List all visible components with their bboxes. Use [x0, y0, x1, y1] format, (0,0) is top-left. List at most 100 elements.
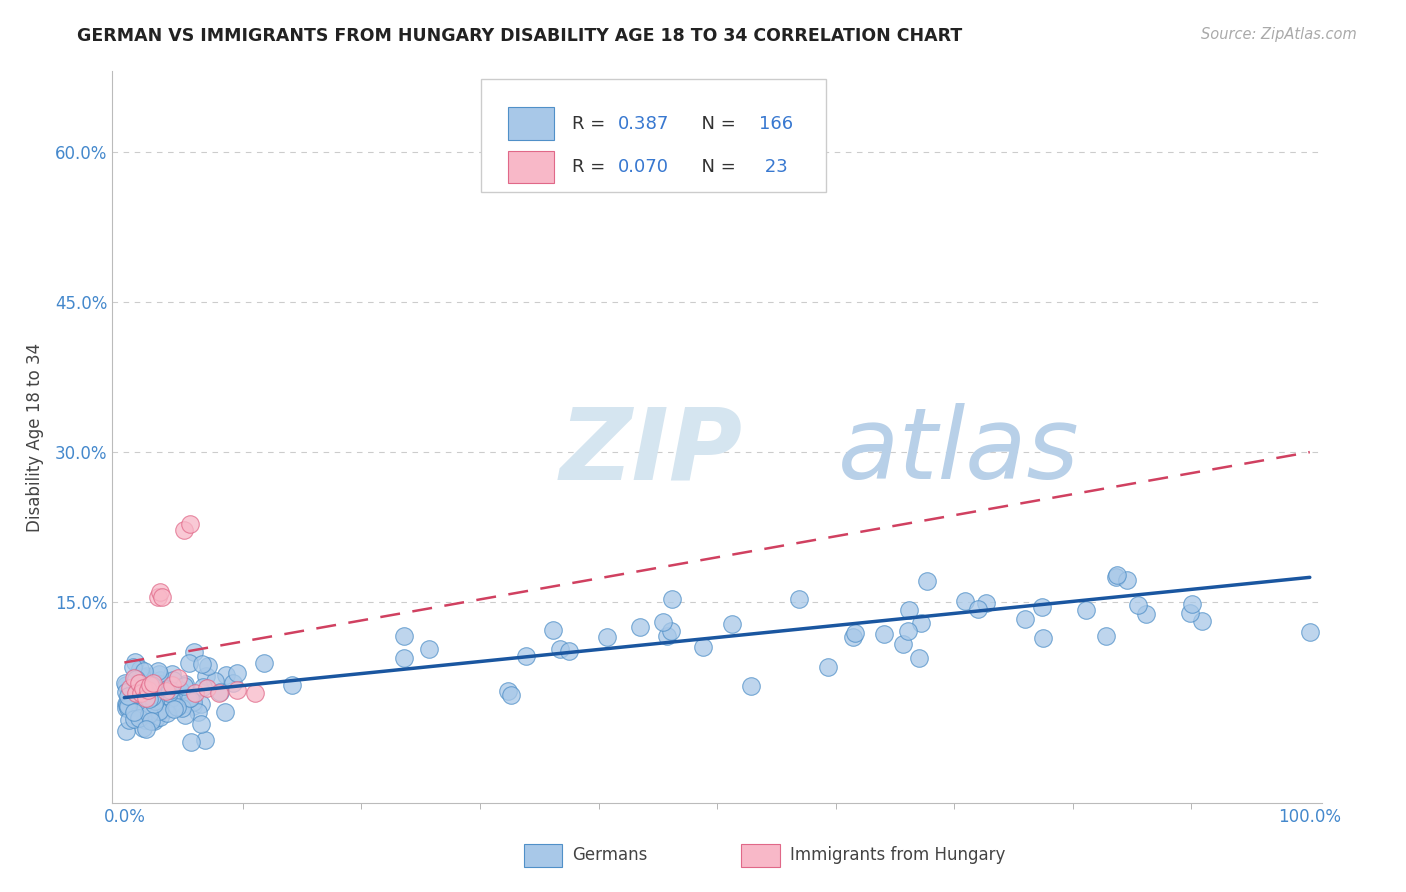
Point: [159, 676, 181, 690]
Point: [721, 617, 744, 632]
Point: [172, 697, 194, 711]
Point: [910, 615, 932, 630]
Point: [897, 624, 920, 638]
Point: [155, 683, 177, 698]
Point: [174, 677, 197, 691]
Point: [149, 585, 172, 599]
Point: [120, 681, 142, 695]
Point: [418, 642, 440, 657]
Point: [135, 690, 157, 705]
Point: [159, 690, 181, 705]
Point: [152, 693, 174, 707]
Point: [122, 713, 145, 727]
Point: [162, 696, 184, 710]
Text: N =: N =: [690, 158, 742, 176]
Point: [115, 697, 138, 711]
Point: [162, 673, 184, 687]
Point: [148, 705, 170, 719]
Point: [138, 692, 160, 706]
Point: [124, 670, 146, 684]
Point: [146, 591, 169, 605]
Point: [180, 735, 202, 749]
Point: [1126, 599, 1149, 613]
Point: [138, 691, 160, 706]
Point: [115, 723, 138, 738]
Point: [657, 628, 679, 642]
Point: [148, 710, 170, 724]
Point: [541, 623, 564, 637]
Point: [139, 679, 162, 693]
Point: [628, 620, 651, 634]
Text: 23: 23: [759, 158, 789, 176]
Point: [844, 626, 866, 640]
Point: [281, 677, 304, 691]
Point: [160, 684, 183, 698]
Point: [150, 591, 173, 605]
Point: [134, 664, 156, 678]
Point: [156, 706, 179, 720]
Point: [149, 677, 172, 691]
Point: [1095, 629, 1118, 643]
Point: [501, 688, 523, 702]
Point: [127, 708, 149, 723]
Point: [141, 678, 163, 692]
Point: [125, 684, 148, 698]
Point: [124, 711, 146, 725]
Point: [129, 689, 152, 703]
Text: 0.387: 0.387: [617, 114, 669, 133]
FancyBboxPatch shape: [508, 151, 554, 184]
Point: [177, 690, 200, 705]
Point: [145, 690, 167, 705]
Point: [872, 627, 894, 641]
Point: [1181, 597, 1204, 611]
FancyBboxPatch shape: [481, 78, 825, 192]
Point: [139, 714, 162, 728]
Point: [842, 630, 865, 644]
Point: [127, 706, 149, 721]
Text: GERMAN VS IMMIGRANTS FROM HUNGARY DISABILITY AGE 18 TO 34 CORRELATION CHART: GERMAN VS IMMIGRANTS FROM HUNGARY DISABI…: [77, 27, 963, 45]
Point: [160, 677, 183, 691]
Point: [252, 657, 274, 671]
Point: [215, 668, 238, 682]
Point: [125, 685, 148, 699]
Point: [143, 693, 166, 707]
Point: [124, 688, 146, 702]
Point: [194, 669, 217, 683]
Point: [515, 648, 537, 663]
Point: [214, 705, 236, 719]
Point: [1191, 614, 1213, 628]
Text: Source: ZipAtlas.com: Source: ZipAtlas.com: [1201, 27, 1357, 42]
Point: [129, 674, 152, 689]
Point: [1135, 607, 1157, 621]
Point: [135, 723, 157, 737]
Point: [134, 713, 156, 727]
Point: [134, 673, 156, 687]
Point: [190, 697, 212, 711]
Point: [193, 680, 215, 694]
Point: [1076, 603, 1098, 617]
Point: [156, 681, 179, 696]
Point: [125, 707, 148, 722]
Point: [167, 690, 190, 704]
Point: [141, 694, 163, 708]
Point: [243, 685, 266, 699]
Point: [125, 673, 148, 687]
Text: R =: R =: [572, 158, 612, 176]
Text: ZIP: ZIP: [560, 403, 742, 500]
Point: [136, 704, 159, 718]
Point: [117, 714, 139, 728]
Point: [181, 695, 204, 709]
Point: [550, 641, 572, 656]
Point: [141, 690, 163, 705]
Point: [145, 711, 167, 725]
Point: [117, 689, 139, 703]
Point: [817, 660, 839, 674]
Point: [121, 659, 143, 673]
Text: Immigrants from Hungary: Immigrants from Hungary: [790, 847, 1005, 864]
Point: [1032, 632, 1054, 646]
Point: [132, 698, 155, 712]
Point: [148, 666, 170, 681]
Point: [134, 683, 156, 698]
Point: [149, 694, 172, 708]
Point: [163, 702, 186, 716]
